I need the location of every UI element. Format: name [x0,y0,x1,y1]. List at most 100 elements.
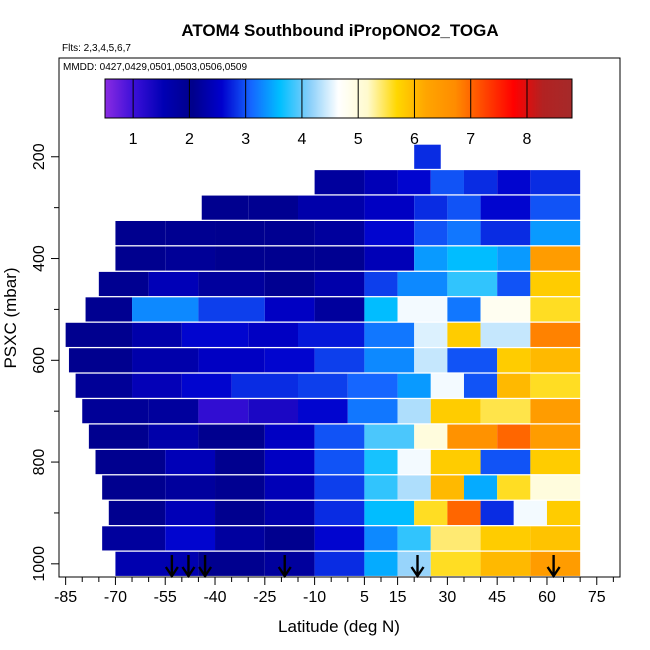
heat-cell [497,170,531,195]
heat-cell [198,297,265,322]
heat-cell [364,246,415,271]
colorbar-tick-label: 2 [185,131,194,148]
heat-cell [148,424,199,449]
plot-frame [58,57,621,578]
heat-cell [298,373,348,398]
heat-cell [364,221,415,246]
heat-cell [530,221,581,246]
heat-cell [480,399,531,424]
heat-cell [497,246,531,271]
heat-cell [364,449,398,475]
x-tick-label: 60 [538,589,556,606]
heat-cell [95,449,166,475]
heat-cell [88,424,149,449]
heat-cell [264,271,315,297]
heat-cell [215,221,265,246]
heat-cell [314,551,365,576]
colorbar-tick-label: 8 [523,131,532,148]
heat-cell [264,475,315,500]
x-tick-label: -40 [203,589,226,606]
marker-arrow-head [546,566,561,579]
heat-cell [530,246,581,271]
heat-cell [314,246,365,271]
heat-cell [314,500,365,526]
x-axis: -85 -70 -55 -40 -25 -10 5 15 30 45 60 75 [54,577,614,606]
heat-cell [165,246,216,271]
y-tick-label: 1000 [31,546,48,582]
heat-cell [397,449,431,475]
heat-cell [98,271,149,297]
dates-note: MMDD: 0427,0429,0501,0503,0506,0509 [63,62,247,73]
heat-cell [530,424,581,449]
heat-cell [75,373,133,398]
heat-cell [298,195,365,220]
x-tick-label: 75 [588,589,606,606]
heat-cell [414,500,448,526]
heat-cell [447,297,481,322]
heat-cell [198,348,265,373]
heat-cell [414,221,448,246]
x-tick-label: 5 [360,589,369,606]
heat-cell [530,195,581,220]
x-tick-label: 15 [389,589,407,606]
heat-cell [430,526,481,551]
y-tick-label: 200 [31,143,48,170]
colorbar-tick-label: 3 [241,131,250,148]
heat-cell [530,297,581,322]
heat-cell [314,170,365,195]
heat-cell [231,373,299,398]
heat-cell [430,551,481,576]
heat-cell [364,475,398,500]
heat-cell [397,271,448,297]
x-tick-label: -85 [54,589,77,606]
heat-cell [364,424,415,449]
heat-cell [513,500,547,526]
heat-cell [264,424,315,449]
heat-cell [264,246,315,271]
x-tick-label: -25 [253,589,276,606]
heat-cell [314,221,365,246]
heat-cell [181,373,232,398]
heat-cell [264,500,315,526]
heat-cell [115,221,166,246]
heat-cell [530,170,581,195]
heat-cell [314,348,365,373]
heat-cell [364,551,398,576]
heat-cell [314,297,365,322]
marker-arrow-head [277,566,292,579]
heat-cell [165,500,216,526]
heat-cell [397,373,431,398]
heat-cell [414,246,448,271]
heat-cell [165,526,216,551]
marker-arrow-head [410,566,425,579]
heat-cell [397,526,431,551]
heat-cell [132,297,199,322]
heat-cell [215,475,265,500]
heat-cell [546,500,581,526]
heat-cell [201,195,249,220]
heat-cell [314,449,365,475]
heat-cell [414,322,448,347]
heat-cell [480,297,531,322]
heat-cell [132,348,199,373]
colorbar-tick-label: 6 [410,131,419,148]
heat-cell [530,449,581,475]
y-tick-label: 800 [31,449,48,476]
heat-cell [115,246,166,271]
heat-cell [430,475,464,500]
heat-cell [165,221,216,246]
heat-cell [314,271,365,297]
heat-cell [364,297,398,322]
heat-cell [248,399,299,424]
heat-cell [447,271,498,297]
colorbar-tick-label: 5 [354,131,363,148]
colorbar-tick-label: 7 [466,131,475,148]
heat-cell [364,322,415,347]
heat-cell [198,271,265,297]
marker-arrow-head [181,566,196,579]
heat-cell [414,424,448,449]
heat-cell [447,424,498,449]
heat-cell [530,348,581,373]
heat-cell [430,449,481,475]
